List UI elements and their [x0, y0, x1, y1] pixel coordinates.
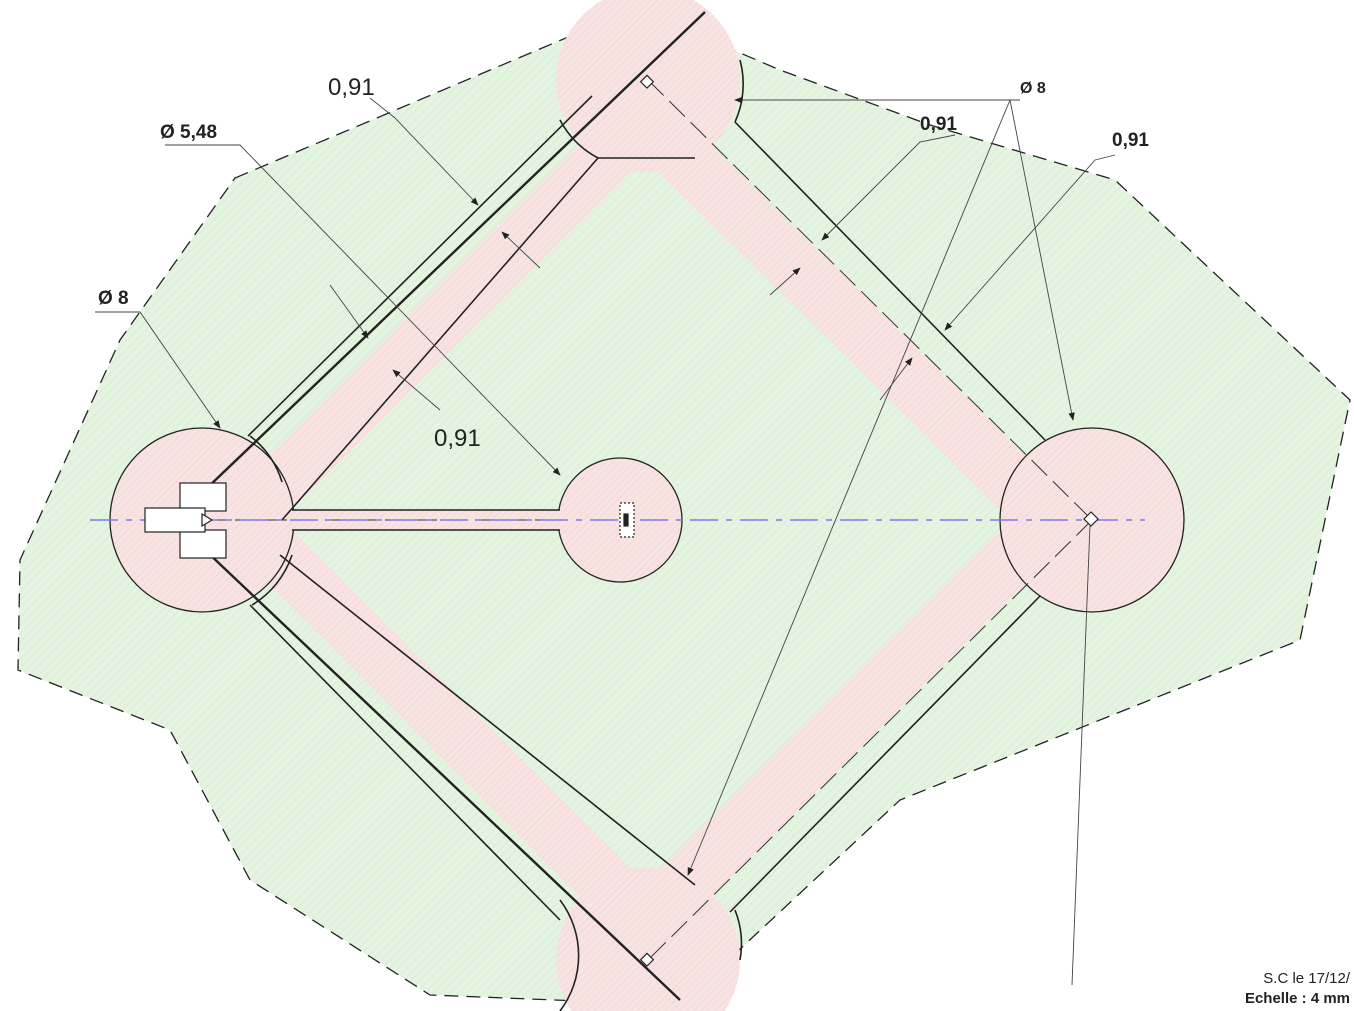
dimension-leaders [95, 96, 1116, 986]
rubber [623, 513, 629, 527]
scale-label: Echelle : 4 mm [1244, 990, 1350, 1007]
batter-box-top [179, 482, 227, 512]
dim-home-circle-diameter: Ø 8 [98, 288, 129, 309]
dim-pitcher-mound-diameter: Ø 5,48 [160, 122, 217, 143]
second-base [1083, 511, 1099, 527]
dim-base-circle-diameter: Ø 8 [1020, 80, 1046, 97]
first-base-circle [556, 868, 740, 1011]
home-plate [201, 512, 214, 528]
author-date: S.C le 17/12/ [1263, 970, 1350, 987]
catcher-box [144, 507, 206, 533]
dim-path-width-top: 0,91 [920, 114, 957, 135]
dim-baseline-width-left: 0,91 [434, 425, 481, 452]
batter-box-bottom [179, 529, 227, 559]
dim-path-width-right: 0,91 [1112, 130, 1149, 151]
bases [144, 74, 1099, 967]
title-block: S.C le 17/12/ Echelle : 4 mm [1245, 969, 1350, 1009]
third-base [639, 74, 655, 89]
dimension-labels: 0,91 Ø 5,48 Ø 8 0,91 Ø 8 0,91 0,91 [98, 74, 1149, 452]
first-base [639, 952, 655, 967]
path-outlines [247, 59, 1046, 1011]
dim-foul-line-width: 0,91 [328, 74, 375, 101]
foul-lines [204, 11, 706, 1001]
